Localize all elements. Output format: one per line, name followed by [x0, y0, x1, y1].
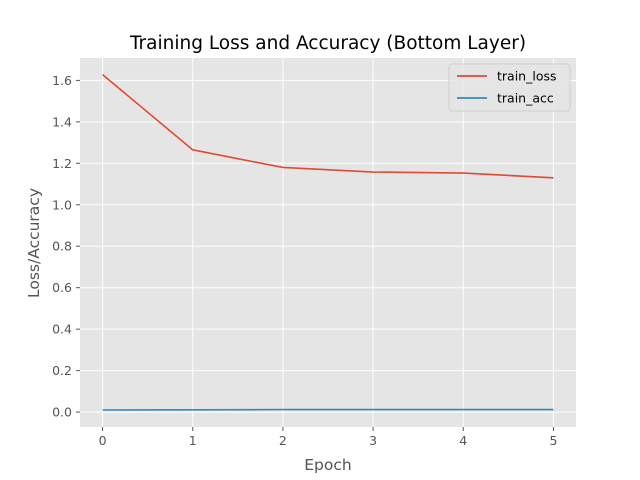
legend: train_loss train_acc	[448, 63, 571, 112]
y-axis-label: Loss/Accuracy	[25, 188, 43, 298]
series-line-train-loss	[102, 73, 554, 179]
legend-label-train-loss: train_loss	[497, 69, 557, 84]
x-axis-label: Epoch	[304, 456, 351, 474]
x-tick-label: 0	[99, 433, 107, 448]
series-lines	[102, 73, 554, 411]
y-tick-label: 0.6	[52, 280, 72, 295]
ticks: 0.0 0.2 0.4 0.6 0.8 1.0 1.2 1.4 1.6 0 1 2 3 4 5	[52, 73, 557, 448]
grid	[80, 58, 576, 427]
y-tick-label: 0.8	[52, 239, 72, 254]
y-tick-label: 0.2	[52, 363, 72, 378]
y-tick-label: 0.0	[52, 405, 72, 420]
x-tick-label: 1	[189, 433, 197, 448]
legend-items: train_loss train_acc	[457, 69, 557, 106]
y-tick-label: 0.4	[52, 322, 72, 337]
y-tick-label: 1.0	[52, 197, 72, 212]
y-tick-label: 1.4	[52, 114, 72, 129]
plot-background	[80, 58, 576, 427]
legend-label-train-acc: train_acc	[497, 91, 554, 106]
y-tick-label: 1.6	[52, 73, 72, 88]
x-tick-label: 5	[549, 433, 557, 448]
x-tick-label: 4	[459, 433, 467, 448]
x-tick-label: 3	[369, 433, 377, 448]
y-tick-label: 1.2	[52, 156, 72, 171]
chart-title: Training Loss and Accuracy (Bottom Layer…	[129, 33, 526, 54]
x-tick-label: 2	[279, 433, 287, 448]
